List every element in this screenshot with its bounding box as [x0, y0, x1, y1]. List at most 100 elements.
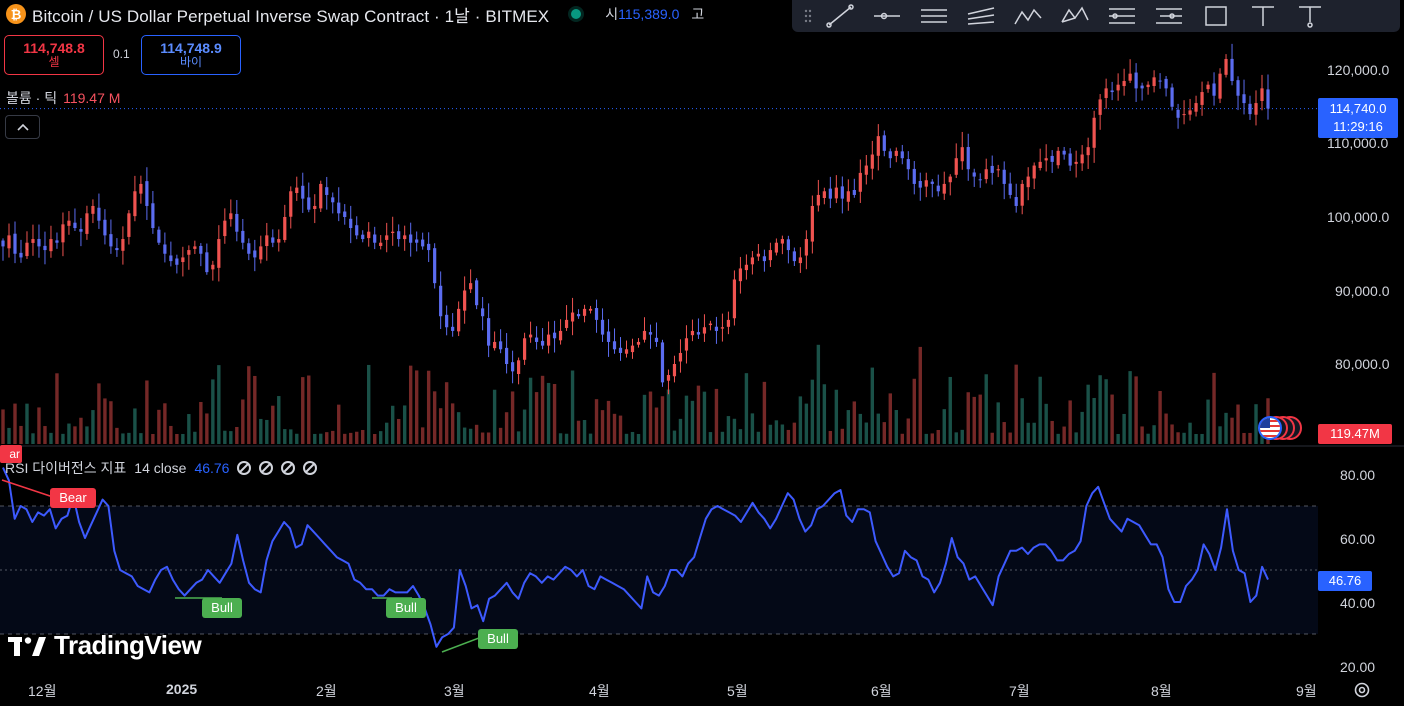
volume-bar	[241, 399, 245, 444]
candle-body	[163, 244, 167, 254]
volume-bar	[61, 433, 65, 444]
volume-bar	[666, 389, 671, 444]
volume-bar	[528, 377, 533, 444]
volume-bar	[1212, 372, 1216, 444]
symbol-header[interactable]: ₿ Bitcoin / US Dollar Perpetual Inverse …	[0, 0, 704, 28]
volume-bar	[79, 417, 83, 444]
candle-body	[708, 323, 713, 326]
volume-bar	[19, 425, 23, 444]
candle-body	[624, 349, 629, 354]
ohlc-open: 시115,389.0	[605, 4, 679, 24]
candle-body	[115, 248, 119, 251]
candle-body	[594, 308, 599, 320]
volume-bar	[1008, 432, 1012, 444]
volume-bar	[678, 418, 683, 444]
volume-bar	[55, 373, 59, 444]
volume-bar	[1, 409, 5, 444]
volume-bar	[582, 420, 587, 444]
volume-legend[interactable]: 볼륨 · 틱 119.47 M	[6, 88, 120, 108]
candle-body	[996, 169, 1000, 171]
trend-line-icon[interactable]	[816, 1, 863, 31]
volume-bar	[708, 432, 713, 444]
candle-body	[79, 229, 83, 232]
candle-body	[193, 246, 197, 249]
volume-bar	[265, 419, 269, 444]
candle-body	[481, 308, 485, 317]
candle-body	[642, 330, 647, 340]
volume-bar	[283, 429, 287, 444]
fib-extension-icon[interactable]	[1145, 1, 1192, 31]
regression-trend-icon[interactable]	[957, 1, 1004, 31]
drawing-toolbar[interactable]	[792, 0, 1400, 32]
volume-bar	[193, 431, 197, 444]
volume-bar	[972, 396, 976, 444]
market-status-icon[interactable]	[571, 9, 582, 19]
candle-body	[247, 243, 251, 254]
candle-body	[732, 279, 737, 319]
drag-handle-icon[interactable]	[800, 6, 816, 26]
candle-body	[469, 283, 473, 290]
candle-body	[487, 318, 491, 346]
short-position-icon[interactable]	[1286, 1, 1333, 31]
candle-body	[918, 180, 922, 188]
rsi-value-tag: 46.76	[1318, 571, 1372, 591]
volume-bar	[67, 423, 71, 444]
economic-events[interactable]	[1258, 416, 1304, 440]
gear-icon[interactable]	[1352, 680, 1372, 700]
bear-divergence-label: Bear	[50, 488, 96, 508]
candle-body	[534, 337, 539, 342]
volume-bar	[612, 413, 617, 444]
candle-body	[762, 256, 766, 262]
candlesticks[interactable]	[1, 43, 1270, 395]
volume-bar	[1068, 400, 1072, 444]
xabcd-pattern-icon[interactable]	[1051, 1, 1098, 31]
candle-body	[133, 191, 137, 217]
volume-bar	[103, 398, 107, 444]
parallel-channel-icon[interactable]	[910, 1, 957, 31]
long-position-icon[interactable]	[1239, 1, 1286, 31]
volume-bar	[1164, 413, 1168, 444]
volume-bar	[600, 410, 605, 444]
candle-body	[510, 362, 515, 372]
volume-bar	[1098, 375, 1102, 444]
volume-bar	[43, 426, 47, 444]
volume-bar	[414, 370, 419, 444]
rsi-legend[interactable]: RSI 다이버전스 지표 14 close 46.76	[5, 458, 318, 478]
candle-body	[1128, 73, 1132, 81]
rsi-pane[interactable]	[0, 467, 1318, 653]
rsi-title[interactable]: RSI 다이버전스 지표	[5, 460, 127, 476]
volume-bar	[960, 429, 964, 444]
fib-retracement-icon[interactable]	[1098, 1, 1145, 31]
candle-body	[151, 203, 155, 229]
candle-body	[445, 314, 449, 328]
volume-bar	[606, 400, 611, 444]
symbol-title[interactable]: Bitcoin / US Dollar Perpetual Inverse Sw…	[32, 6, 550, 26]
rsi-value: 46.76	[194, 460, 230, 476]
rectangle-icon[interactable]	[1192, 1, 1239, 31]
volume-price-tag: 119.47M	[1318, 424, 1392, 444]
pattern-icon[interactable]	[1004, 1, 1051, 31]
hidden-plot-icon[interactable]	[237, 461, 252, 475]
candle-body	[1032, 165, 1036, 179]
volume-bar	[253, 375, 257, 444]
volume-bar	[313, 433, 317, 444]
volume-bar	[295, 433, 299, 444]
time-axis-label: 3월	[444, 683, 465, 699]
collapse-legend-button[interactable]	[5, 115, 40, 139]
horizontal-ray-icon[interactable]	[863, 1, 910, 31]
hidden-plot-icon[interactable]	[303, 461, 318, 475]
volume-bar	[7, 427, 11, 444]
candle-body	[702, 327, 707, 334]
hidden-plot-icon[interactable]	[259, 461, 274, 475]
candle-body	[990, 165, 994, 173]
tradingview-logo[interactable]: TradingView	[8, 630, 202, 661]
sell-button[interactable]: 114,748.8 셀	[4, 35, 104, 75]
buy-button[interactable]: 114,748.9 바이	[141, 35, 241, 75]
volume-bar	[786, 429, 791, 444]
hidden-plot-icon[interactable]	[281, 461, 296, 475]
candle-body	[966, 147, 970, 170]
volume-bar	[486, 432, 491, 444]
us-flag-icon[interactable]	[1258, 416, 1282, 440]
candle-body	[546, 334, 551, 346]
